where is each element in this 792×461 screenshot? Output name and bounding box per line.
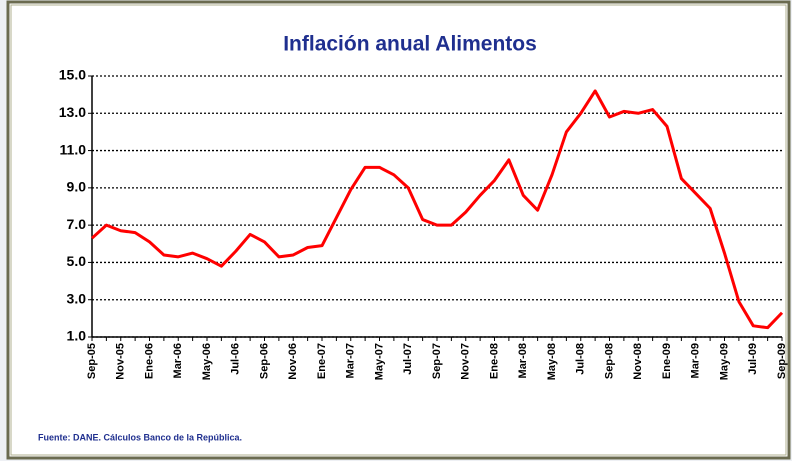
x-tick-label: Jul-08 bbox=[575, 343, 587, 375]
chart-frame-inner bbox=[10, 4, 787, 456]
x-tick-label: Sep-09 bbox=[776, 343, 788, 379]
x-tick-label: Ene-07 bbox=[316, 343, 328, 379]
x-tick-label: Nov-07 bbox=[460, 343, 472, 380]
source-note: Fuente: DANE. Cálculos Banco de la Repúb… bbox=[38, 432, 242, 442]
x-tick-label: May-08 bbox=[546, 343, 558, 380]
x-tick-label: Nov-05 bbox=[115, 343, 127, 380]
x-tick-label: Sep-08 bbox=[603, 343, 615, 379]
x-tick-label: Sep-07 bbox=[431, 343, 443, 379]
x-tick-label: May-09 bbox=[718, 343, 730, 380]
chart-title: Inflación anual Alimentos bbox=[283, 33, 537, 56]
chart-frame bbox=[6, 0, 791, 460]
x-tick-label: Jul-09 bbox=[747, 343, 759, 375]
x-tick-label: Jul-06 bbox=[230, 343, 242, 375]
x-tick-label: Mar-08 bbox=[517, 343, 529, 378]
x-tick-label: Mar-07 bbox=[345, 343, 357, 378]
y-tick-label: 11.0 bbox=[60, 141, 87, 157]
y-tick-label: 13.0 bbox=[59, 104, 86, 120]
x-tick-label: May-06 bbox=[201, 343, 213, 380]
x-tick-label: Mar-09 bbox=[690, 343, 702, 378]
y-tick-label: 9.0 bbox=[67, 179, 87, 195]
x-tick-label: Sep-05 bbox=[86, 343, 98, 379]
x-tick-label: Ene-09 bbox=[661, 343, 673, 379]
data-line bbox=[90, 89, 784, 330]
y-tick-label: 1.0 bbox=[67, 328, 87, 344]
x-tick-label: Nov-06 bbox=[287, 343, 299, 380]
y-tick-label: 5.0 bbox=[67, 253, 87, 269]
x-tick-label: Ene-08 bbox=[488, 343, 500, 379]
x-tick-label: Ene-06 bbox=[143, 343, 155, 379]
x-tick-label: Nov-08 bbox=[632, 343, 644, 380]
x-tick-label: Sep-06 bbox=[258, 343, 270, 379]
y-tick-label: 3.0 bbox=[67, 290, 87, 306]
y-tick-label: 7.0 bbox=[67, 216, 87, 232]
x-tick-label: May-07 bbox=[373, 343, 385, 380]
y-tick-label: 15.0 bbox=[59, 67, 86, 83]
x-tick-label: Mar-06 bbox=[172, 343, 184, 378]
x-tick-label: Jul-07 bbox=[402, 343, 414, 375]
